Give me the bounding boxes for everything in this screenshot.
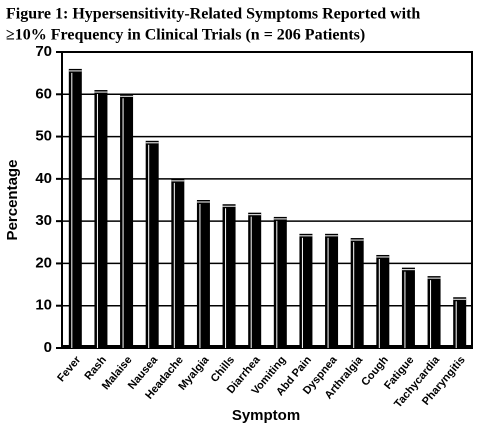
y-tick-label: 0 bbox=[44, 339, 52, 356]
bar bbox=[68, 68, 82, 349]
y-tick-label: 50 bbox=[35, 128, 52, 145]
x-tick-label: Fever bbox=[55, 354, 84, 385]
bar bbox=[376, 254, 390, 348]
chart-title: ≥10% Frequency in Clinical Trials (n = 2… bbox=[6, 27, 365, 44]
bar bbox=[171, 178, 185, 348]
bar bbox=[145, 140, 159, 348]
y-tick-label: 70 bbox=[35, 43, 52, 60]
bar bbox=[401, 267, 415, 348]
bar bbox=[325, 233, 339, 348]
bar bbox=[196, 200, 210, 348]
floor bbox=[62, 345, 472, 348]
y-tick-label: 40 bbox=[35, 170, 52, 187]
y-tick-label: 60 bbox=[35, 85, 52, 102]
bar bbox=[273, 216, 287, 348]
bar bbox=[427, 276, 441, 348]
y-axis-label: Percentage bbox=[4, 160, 21, 241]
y-tick-label: 20 bbox=[35, 254, 52, 271]
bar bbox=[248, 212, 262, 348]
bar bbox=[120, 94, 134, 349]
bar bbox=[94, 90, 108, 349]
y-tick-label: 10 bbox=[35, 297, 52, 314]
bar bbox=[350, 238, 364, 348]
bar bbox=[453, 297, 467, 348]
bar bbox=[222, 204, 236, 348]
x-axis-label: Symptom bbox=[232, 407, 300, 424]
chart-title: Figure 1: Hypersensitivity-Related Sympt… bbox=[6, 6, 420, 23]
bar bbox=[299, 233, 313, 348]
y-tick-label: 30 bbox=[35, 212, 52, 229]
